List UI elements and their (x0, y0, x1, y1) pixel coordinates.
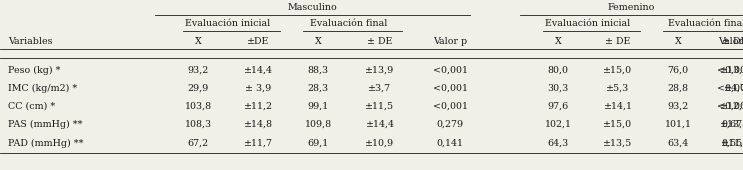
Text: ±14,1: ±14,1 (603, 101, 632, 110)
Text: ±15,0: ±15,0 (603, 65, 632, 74)
Text: Peso (kg) *: Peso (kg) * (8, 65, 60, 75)
Text: 80,0: 80,0 (548, 65, 568, 74)
Text: PAD (mmHg) **: PAD (mmHg) ** (8, 138, 83, 148)
Text: ±10,9: ±10,9 (366, 139, 395, 148)
Text: Valor p: Valor p (718, 38, 743, 47)
Text: ±11,0: ±11,0 (721, 139, 743, 148)
Text: ±12,9: ±12,9 (721, 101, 743, 110)
Text: ±3,7: ±3,7 (369, 83, 392, 92)
Text: 30,3: 30,3 (548, 83, 568, 92)
Text: <0,001: <0,001 (718, 83, 743, 92)
Text: 28,8: 28,8 (667, 83, 689, 92)
Text: 93,2: 93,2 (187, 65, 209, 74)
Text: Masculino: Masculino (288, 4, 337, 13)
Text: ±14,4: ±14,4 (244, 65, 273, 74)
Text: 0,141: 0,141 (436, 139, 464, 148)
Text: 102,1: 102,1 (545, 120, 571, 129)
Text: ± DE: ± DE (722, 38, 743, 47)
Text: 67,2: 67,2 (187, 139, 209, 148)
Text: ±13,8: ±13,8 (721, 120, 743, 129)
Text: Evaluación inicial: Evaluación inicial (545, 20, 631, 29)
Text: ±14,8: ±14,8 (244, 120, 273, 129)
Text: 99,1: 99,1 (308, 101, 328, 110)
Text: Valor p: Valor p (433, 38, 467, 47)
Text: 0,558: 0,558 (721, 139, 743, 148)
Text: PAS (mmHg) **: PAS (mmHg) ** (8, 120, 82, 129)
Text: <0,001: <0,001 (432, 101, 467, 110)
Text: 108,3: 108,3 (184, 120, 212, 129)
Text: ±13,5: ±13,5 (603, 139, 632, 148)
Text: IMC (kg/m2) *: IMC (kg/m2) * (8, 83, 77, 92)
Text: Evaluación inicial: Evaluación inicial (185, 20, 270, 29)
Text: ±DE: ±DE (247, 38, 269, 47)
Text: ± 3,9: ± 3,9 (245, 83, 271, 92)
Text: 29,9: 29,9 (187, 83, 209, 92)
Text: ± DE: ± DE (367, 38, 393, 47)
Text: <0,001: <0,001 (718, 65, 743, 74)
Text: Femenino: Femenino (607, 4, 655, 13)
Text: 76,0: 76,0 (667, 65, 689, 74)
Text: CC (cm) *: CC (cm) * (8, 101, 55, 110)
Text: 28,3: 28,3 (308, 83, 328, 92)
Text: X̅: X̅ (314, 38, 322, 47)
Text: 0,673: 0,673 (721, 120, 743, 129)
Text: Evaluación final: Evaluación final (668, 20, 743, 29)
Text: Evaluación final: Evaluación final (311, 20, 388, 29)
Text: 103,8: 103,8 (184, 101, 212, 110)
Text: ± DE: ± DE (606, 38, 631, 47)
Text: X̅: X̅ (195, 38, 201, 47)
Text: ±4,7: ±4,7 (724, 83, 743, 92)
Text: X̅: X̅ (675, 38, 681, 47)
Text: X̅: X̅ (554, 38, 562, 47)
Text: ±11,7: ±11,7 (244, 139, 273, 148)
Text: Variables: Variables (8, 38, 53, 47)
Text: 88,3: 88,3 (308, 65, 328, 74)
Text: 0,279: 0,279 (436, 120, 464, 129)
Text: ±15,0: ±15,0 (603, 120, 632, 129)
Text: 97,6: 97,6 (548, 101, 568, 110)
Text: 64,3: 64,3 (548, 139, 568, 148)
Text: 93,2: 93,2 (667, 101, 689, 110)
Text: ±11,5: ±11,5 (366, 101, 395, 110)
Text: ±13,9: ±13,9 (366, 65, 395, 74)
Text: <0,001: <0,001 (432, 65, 467, 74)
Text: <0,001: <0,001 (718, 101, 743, 110)
Text: ±11,2: ±11,2 (244, 101, 273, 110)
Text: ±14,4: ±14,4 (366, 120, 395, 129)
Text: 109,8: 109,8 (305, 120, 331, 129)
Text: ±5,3: ±5,3 (606, 83, 629, 92)
Text: 69,1: 69,1 (308, 139, 328, 148)
Text: 63,4: 63,4 (667, 139, 689, 148)
Text: 101,1: 101,1 (664, 120, 692, 129)
Text: ±13,5: ±13,5 (721, 65, 743, 74)
Text: <0,001: <0,001 (432, 83, 467, 92)
